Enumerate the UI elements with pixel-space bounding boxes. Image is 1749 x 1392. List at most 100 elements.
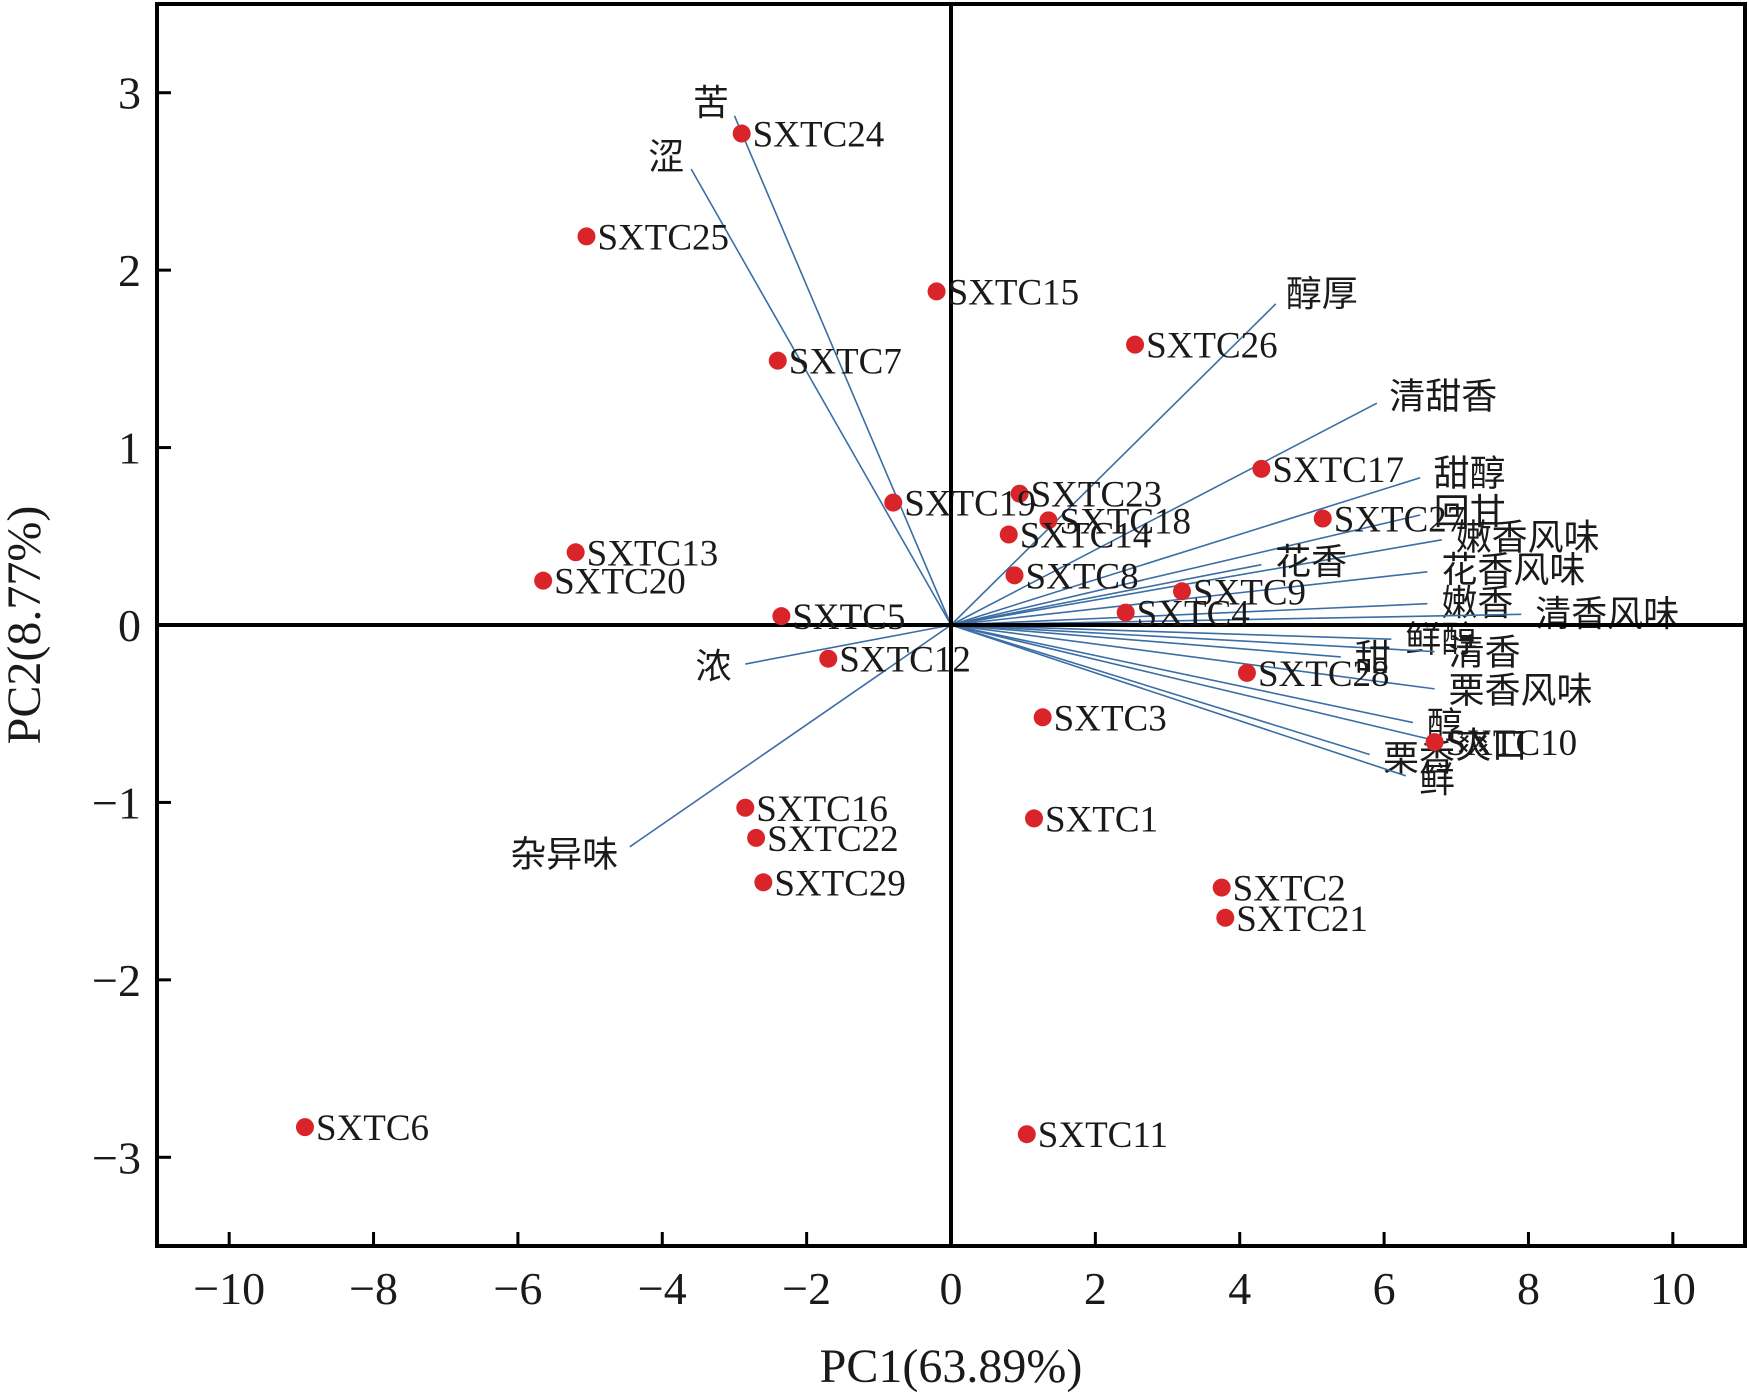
y-tick-label: −2 — [92, 955, 141, 1006]
score-point — [1039, 511, 1058, 530]
score-point-label: SXTC17 — [1272, 450, 1404, 491]
y-tick-label: −1 — [92, 777, 141, 828]
score-point — [768, 351, 787, 370]
y-axis-title: PC2(8.77%) — [0, 506, 51, 745]
score-point-label: SXTC1 — [1045, 799, 1158, 840]
loading-vector — [950, 514, 1421, 626]
score-point — [736, 798, 755, 817]
score-point — [884, 493, 903, 512]
score-point-label: SXTC4 — [1137, 594, 1250, 635]
score-point-label: SXTC29 — [774, 863, 906, 904]
x-tick-label: −2 — [782, 1263, 831, 1314]
score-point-label: SXTC15 — [948, 272, 1080, 313]
loading-vector — [629, 624, 952, 848]
loading-vector — [950, 624, 1443, 743]
loading-vector — [950, 624, 1414, 724]
score-point — [566, 543, 585, 562]
score-point — [1033, 708, 1052, 727]
x-tick-label: 6 — [1373, 1263, 1396, 1314]
score-point — [732, 124, 751, 143]
loading-vector — [950, 624, 1435, 653]
score-point — [747, 828, 766, 847]
score-point — [577, 227, 596, 246]
y-tick-label: 1 — [118, 423, 141, 474]
score-point-label: SXTC11 — [1038, 1115, 1168, 1156]
score-point-label: SXTC18 — [1059, 501, 1191, 542]
score-point-label: SXTC19 — [904, 484, 1036, 525]
loading-label: 清甜香 — [1389, 377, 1497, 418]
loading-label: 甜醇 — [1434, 454, 1506, 495]
loading-label: 回甘 — [1434, 492, 1506, 533]
score-point — [1010, 484, 1029, 503]
x-tick-label: −6 — [493, 1263, 542, 1314]
score-point — [754, 873, 773, 892]
loading-vector — [745, 624, 952, 665]
loading-label: 杂异味 — [510, 835, 618, 876]
loading-vector — [690, 168, 952, 626]
loading-vector — [950, 624, 1341, 658]
loading-vector — [950, 570, 1428, 626]
score-point — [295, 1118, 314, 1137]
loading-vector — [733, 115, 952, 626]
loading-vector — [950, 602, 1428, 626]
score-point — [1237, 663, 1256, 682]
x-tick-label: 8 — [1517, 1263, 1540, 1314]
x-tick-label: −4 — [638, 1263, 687, 1314]
loading-label: 清香风味 — [1535, 594, 1679, 635]
x-tick-label: 4 — [1228, 1263, 1251, 1314]
score-point-label: SXTC5 — [792, 597, 905, 638]
score-point-label: SXTC6 — [316, 1108, 429, 1149]
score-point-label: SXTC24 — [753, 115, 885, 156]
y-tick-label: 2 — [118, 245, 141, 296]
loading-label: 嫩香 — [1441, 583, 1513, 624]
score-point-label: SXTC22 — [767, 819, 899, 860]
score-point-label: SXTC27 — [1334, 500, 1466, 541]
score-point-label: SXTC21 — [1236, 899, 1368, 940]
score-points: SXTC24 SXTC25 SXTC15 SXTC7 SXTC26 SXTC17 SXTC2… — [295, 115, 1577, 1156]
x-tick-label: 10 — [1650, 1263, 1696, 1314]
plot-frame — [155, 2, 1747, 1248]
loading-vector — [950, 539, 1442, 626]
loading-label: 嫩香风味 — [1456, 517, 1600, 558]
score-point-label: SXTC3 — [1054, 698, 1167, 739]
score-point-label: SXTC25 — [597, 217, 729, 258]
score-point-label: SXTC8 — [1026, 556, 1139, 597]
score-point-label: SXTC2 — [1233, 869, 1346, 910]
score-point — [1126, 335, 1145, 354]
score-point-label: SXTC14 — [1020, 516, 1152, 557]
loading-label: 花香 — [1275, 542, 1347, 583]
score-point — [1116, 603, 1135, 622]
score-point — [1025, 809, 1044, 828]
score-point-label: SXTC20 — [554, 562, 686, 603]
loading-vector — [950, 624, 1392, 640]
loading-vector — [950, 476, 1421, 626]
score-point-label: SXTC12 — [839, 640, 971, 681]
score-point — [1212, 878, 1231, 897]
loading-label: 甜 — [1355, 638, 1391, 679]
loading-label: 浓 — [696, 647, 732, 688]
x-tick-label: 2 — [1084, 1263, 1107, 1314]
loading-vector — [950, 624, 1406, 777]
score-point — [1252, 459, 1271, 478]
score-point — [1172, 582, 1191, 601]
loading-vector — [950, 563, 1262, 626]
score-point — [1216, 908, 1235, 927]
x-axis-title: PC1(63.89%) — [820, 1340, 1083, 1392]
score-point-label: SXTC13 — [587, 533, 719, 574]
score-point — [534, 571, 553, 590]
score-point — [1017, 1125, 1036, 1144]
loading-vector — [950, 303, 1277, 626]
score-point — [1005, 566, 1024, 585]
loading-vector — [950, 624, 1370, 756]
loading-label: 涩 — [648, 137, 684, 178]
loading-label: 爽口 — [1455, 725, 1527, 766]
loading-label: 花香风味 — [1441, 550, 1585, 591]
score-point-label: SXTC28 — [1258, 654, 1390, 695]
loading-label: 栗香风味 — [1448, 671, 1592, 712]
score-point — [1313, 509, 1332, 528]
x-tick-label: 0 — [940, 1263, 963, 1314]
score-point-label: SXTC26 — [1146, 326, 1278, 367]
